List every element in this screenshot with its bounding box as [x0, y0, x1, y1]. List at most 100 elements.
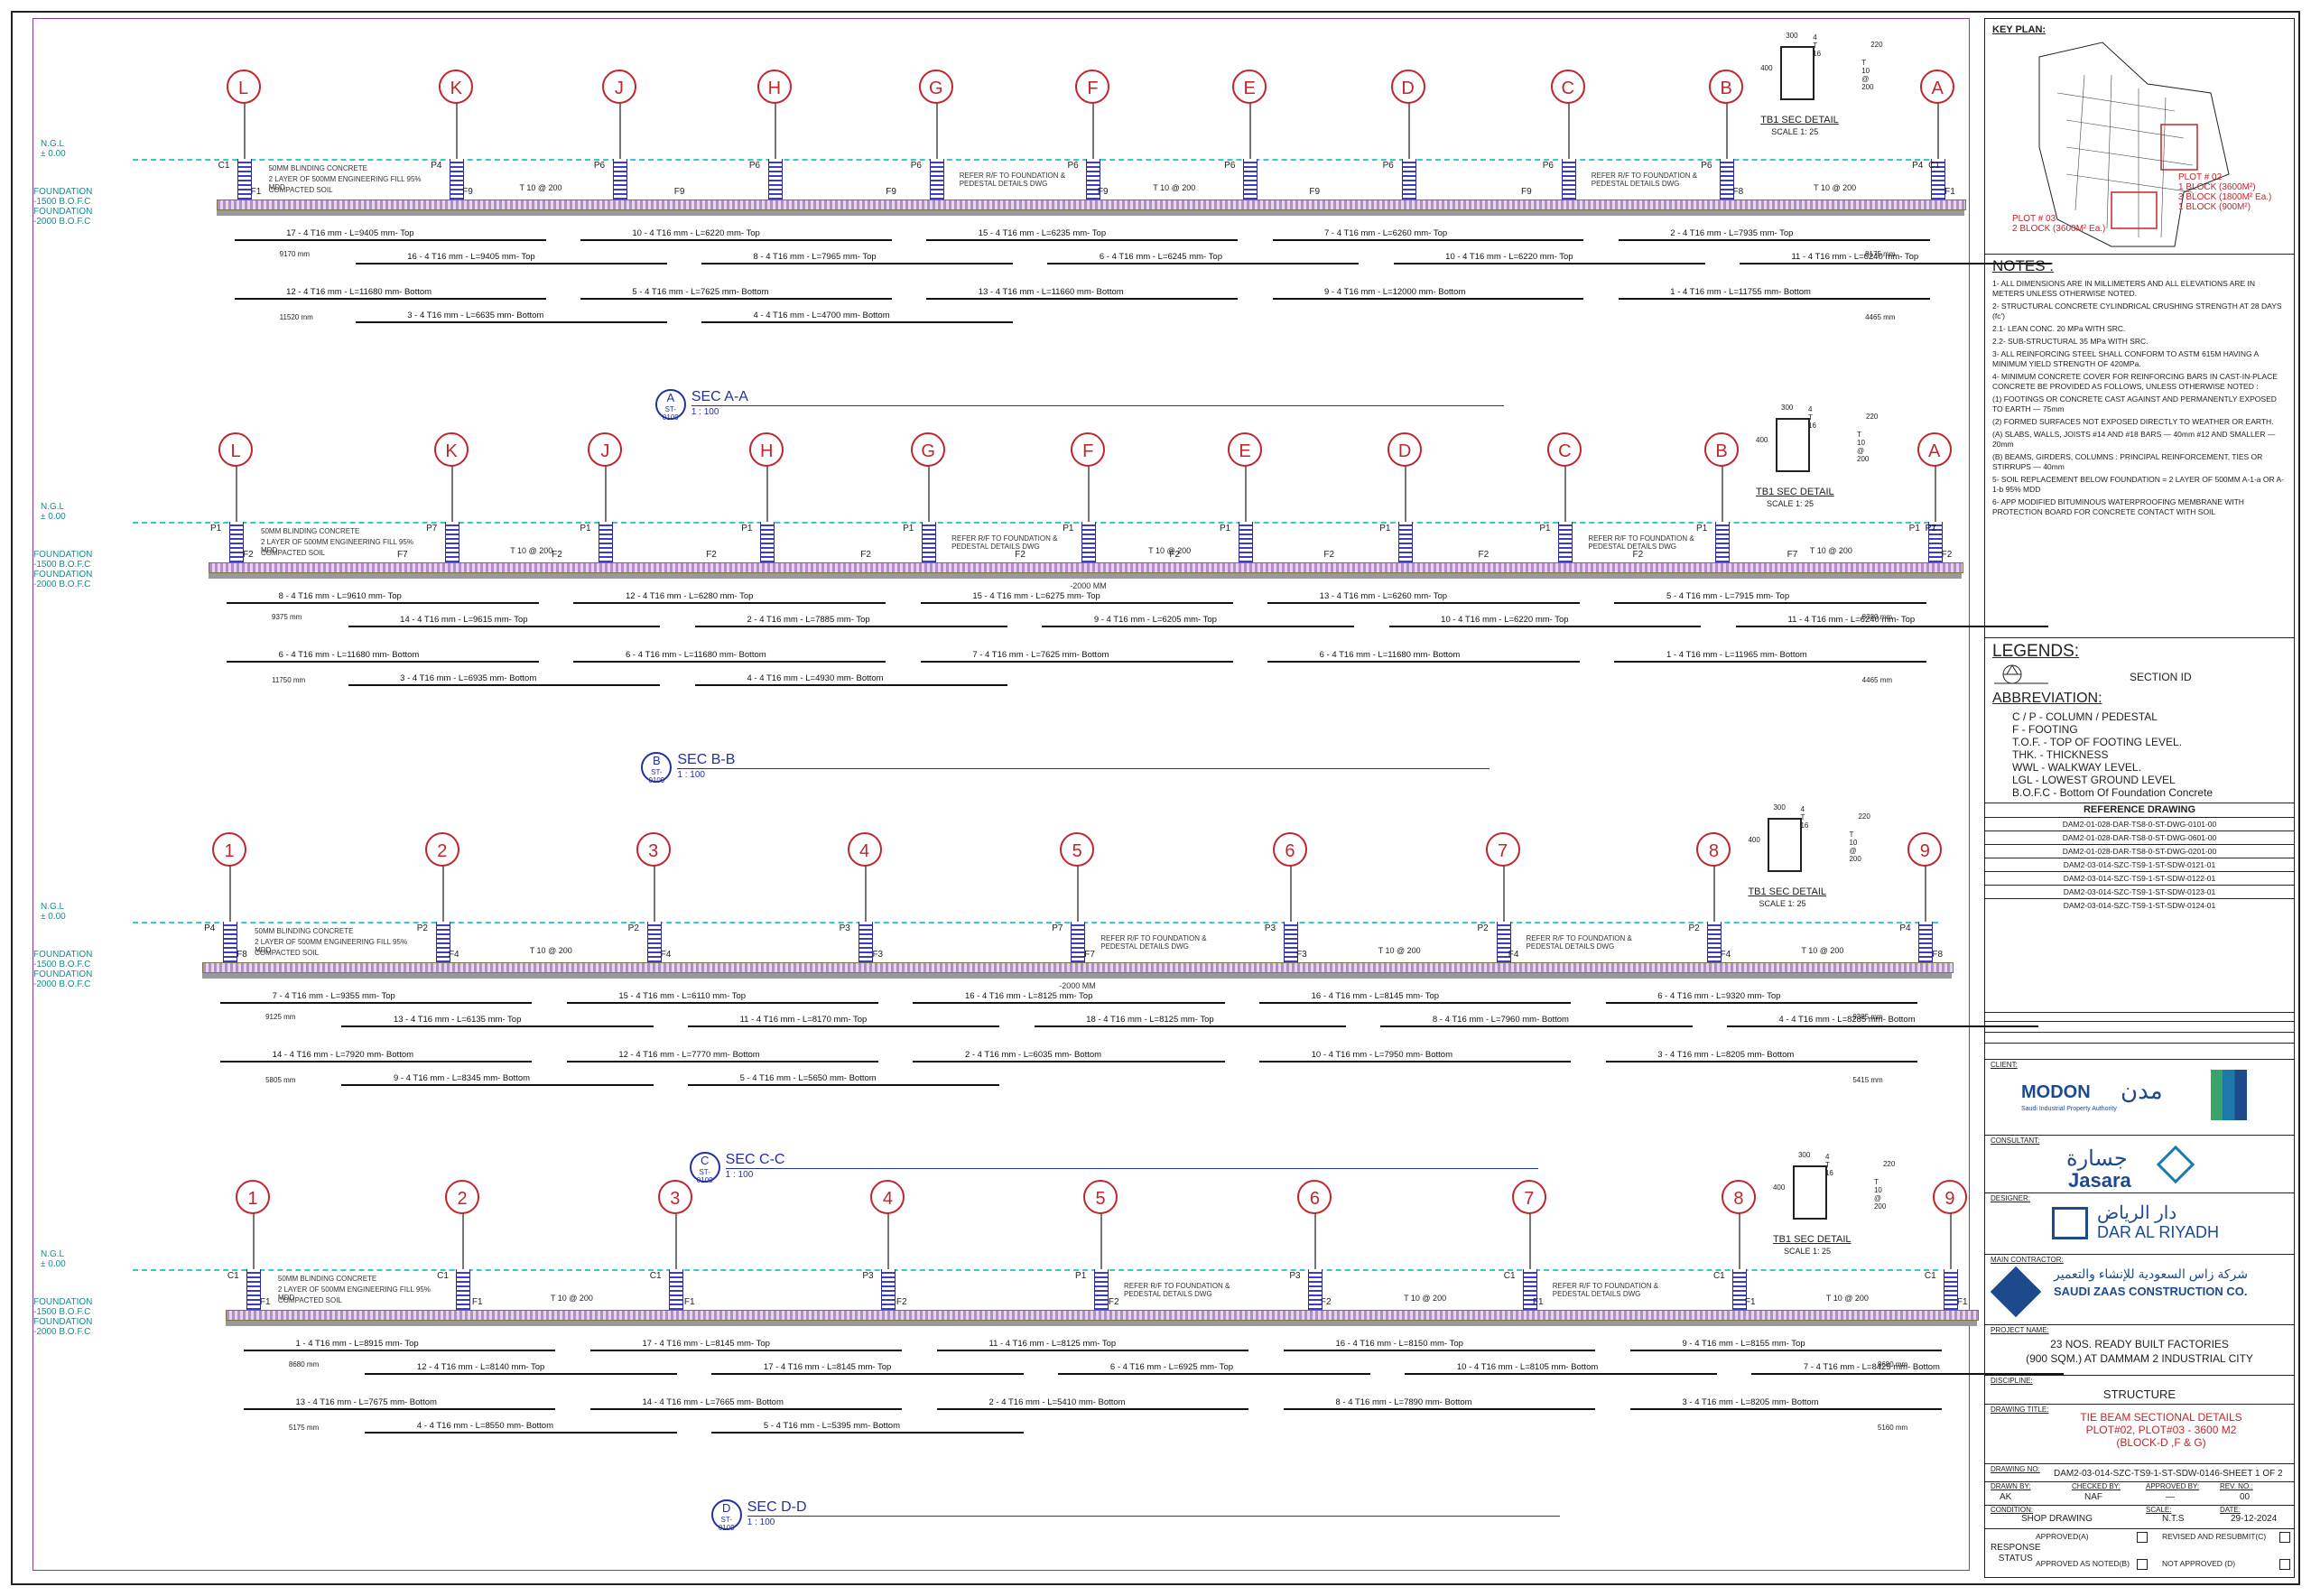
- bar-label: 7 - 4 T16 mm - L=8425 mm- Bottom: [1803, 1361, 1940, 1372]
- grid-line: [774, 102, 776, 200]
- pedestal-label: C1: [649, 1271, 662, 1281]
- tb1-bars-label: 4 T 16: [1813, 33, 1822, 58]
- ref-drawing-1: DAM2-01-028-DAR-TS8-0-ST-DWG-0101-00: [1985, 817, 2294, 830]
- footing-label: F7: [1787, 550, 1798, 560]
- grid-line: [605, 465, 608, 562]
- condition: SHOP DRAWING: [2021, 1514, 2093, 1524]
- footing-label: F9: [462, 187, 473, 197]
- bar-line: [1283, 1407, 1596, 1410]
- grid-bubble-H: H: [749, 432, 784, 467]
- bar-line: [1058, 1372, 1370, 1375]
- section-id-circle: C ST-0109: [689, 1152, 720, 1184]
- footing-label: F1: [259, 1297, 271, 1307]
- bar-label: 14 - 4 T16 mm - L=7920 mm- Bottom: [272, 1049, 414, 1060]
- bar-label: 11 - 4 T16 mm - L=6240 mm- Top: [1791, 251, 1919, 262]
- pedestal-label: P1: [1220, 524, 1231, 534]
- bar-label: 13 - 4 T16 mm - L=11660 mm- Bottom: [978, 286, 1124, 297]
- pedestal-label: P6: [748, 161, 761, 171]
- grid-line: [674, 1212, 677, 1310]
- section-id-circle: B ST-0109: [641, 752, 673, 784]
- footing-label: F8: [1932, 950, 1944, 960]
- grid-bubble-B: B: [1709, 70, 1744, 104]
- pedestal: [767, 159, 783, 200]
- bar-label: 4 - 4 T16 mm - L=4700 mm- Bottom: [753, 310, 890, 320]
- footing-label: F9: [1520, 187, 1532, 197]
- approved-by-label: APPROVED BY:: [2146, 1482, 2200, 1490]
- bar-label: 16 - 4 T16 mm - L=9405 mm- Top: [407, 251, 535, 262]
- grid-line: [1713, 865, 1716, 962]
- bar-line: [1388, 625, 1702, 627]
- grid-line: [1949, 1212, 1952, 1310]
- bar-line: [365, 1431, 677, 1434]
- pedestal-label: C1: [437, 1271, 449, 1281]
- pedestal: [1071, 922, 1086, 962]
- note-4: 2.2- SUB-STRUCTURAL 35 MPa WITH SRC.: [1992, 337, 2149, 346]
- modon-logo: MODON: [2021, 1082, 2091, 1102]
- title-label: DRAWING TITLE:: [1991, 1406, 2049, 1414]
- tb1-top-label: 220: [1870, 41, 1883, 49]
- section-note: COMPACTED SOIL: [277, 1296, 342, 1304]
- tb1-scale: SCALE 1: 25: [1767, 499, 1814, 508]
- foundation-1500-label: FOUNDATION -1500 B.O.F.C: [33, 187, 93, 207]
- pedestal: [1239, 522, 1253, 562]
- scale-label: SCALE:: [2146, 1506, 2172, 1514]
- bar-line: [711, 1372, 1024, 1375]
- pedestal: [760, 522, 775, 562]
- grid-bubble-G: G: [911, 432, 946, 467]
- status-a-checkbox[interactable]: [2137, 1532, 2148, 1543]
- section-title-underline: [691, 405, 1504, 406]
- bar-label: 17 - 4 T16 mm - L=8145 mm- Top: [763, 1361, 892, 1372]
- status-b-checkbox[interactable]: [2137, 1559, 2148, 1570]
- status-d-checkbox[interactable]: [2279, 1559, 2290, 1570]
- condition-label: CONDITION:: [1991, 1506, 2034, 1514]
- rev-label: REV. NO.:: [2220, 1482, 2253, 1490]
- pedestal-label: P1: [1925, 524, 1936, 534]
- blinding-layer: [225, 1321, 1977, 1326]
- status-c-checkbox[interactable]: [2279, 1532, 2290, 1543]
- bar-label: 9 - 4 T16 mm - L=12000 mm- Bottom: [1324, 286, 1466, 297]
- grid-bubble-A: A: [1917, 432, 1952, 467]
- section-note: REFER R/F TO FOUNDATION & PEDESTAL DETAI…: [1526, 934, 1632, 951]
- pedestal-label: P6: [593, 161, 606, 171]
- grid-bubble-1: 1: [212, 832, 247, 867]
- ref-drawing-7: DAM2-03-014-SZC-TS9-1-ST-SDW-0124-01: [1985, 898, 2294, 912]
- tb1-caption: TB1 SEC DETAIL: [1756, 487, 1834, 497]
- plot-03-label: PLOT # 03 2 BLOCK (3600M² Ea.): [2012, 214, 2106, 234]
- jasara-logo: Jasara: [2068, 1169, 2131, 1192]
- bar-label: 12 - 4 T16 mm - L=8140 mm- Top: [416, 1361, 545, 1372]
- footing-label: F1: [1532, 1297, 1544, 1307]
- modon-logo-ar: مدن: [2121, 1077, 2163, 1104]
- dimension-label: 9375 mm: [272, 613, 302, 621]
- ref-drawing-6: DAM2-03-014-SZC-TS9-1-ST-SDW-0123-01: [1985, 885, 2294, 898]
- scale: N.T.S: [2162, 1514, 2185, 1524]
- discipline: STRUCTURE: [2102, 1387, 2176, 1401]
- bar-line: [694, 683, 1007, 686]
- pedestal-label: P1: [1379, 524, 1391, 534]
- bar-line: [701, 320, 1014, 323]
- tb1-caption: TB1 SEC DETAIL: [1772, 1234, 1852, 1245]
- grid-line: [252, 1212, 255, 1310]
- grid-line: [441, 865, 444, 962]
- grid-bubble-2: 2: [445, 1180, 480, 1214]
- pedestal: [1561, 159, 1576, 200]
- ties-label: T 10 @ 200: [1814, 183, 1857, 192]
- section-note: 2 LAYER OF 500MM ENGINEERING FILL 95% MD…: [277, 1285, 431, 1302]
- pedestal: [1918, 922, 1934, 962]
- tb1-ties-label: T 10 @ 200: [1873, 1178, 1887, 1211]
- grid-bubble-5: 5: [1083, 1180, 1118, 1214]
- status-approved-b: APPROVED AS NOTED(B): [2036, 1559, 2130, 1568]
- dimension-label: 5160 mm: [1877, 1424, 1908, 1432]
- footing-label: F9: [1309, 187, 1321, 197]
- pedestal-label: P3: [862, 1271, 874, 1281]
- dimension-label: 4465 mm: [1861, 676, 1893, 684]
- tb1-width-label: 300: [1786, 32, 1798, 40]
- footing-label: F2: [1015, 550, 1026, 560]
- status-not-approved-d: NOT APPROVED (D): [2162, 1559, 2236, 1568]
- note-6: 4- MINIMUM CONCRETE COVER FOR REINFORCIN…: [1992, 372, 2278, 391]
- grid-line: [935, 102, 938, 200]
- section-title: SEC D-D: [747, 1499, 807, 1515]
- section-scale: 1 : 100: [725, 1170, 754, 1180]
- pedestal-label: C1: [218, 161, 230, 171]
- bar-label: 11 - 4 T16 mm - L=8125 mm- Top: [988, 1339, 1117, 1349]
- dimension-label: 8680 mm: [1877, 1360, 1908, 1369]
